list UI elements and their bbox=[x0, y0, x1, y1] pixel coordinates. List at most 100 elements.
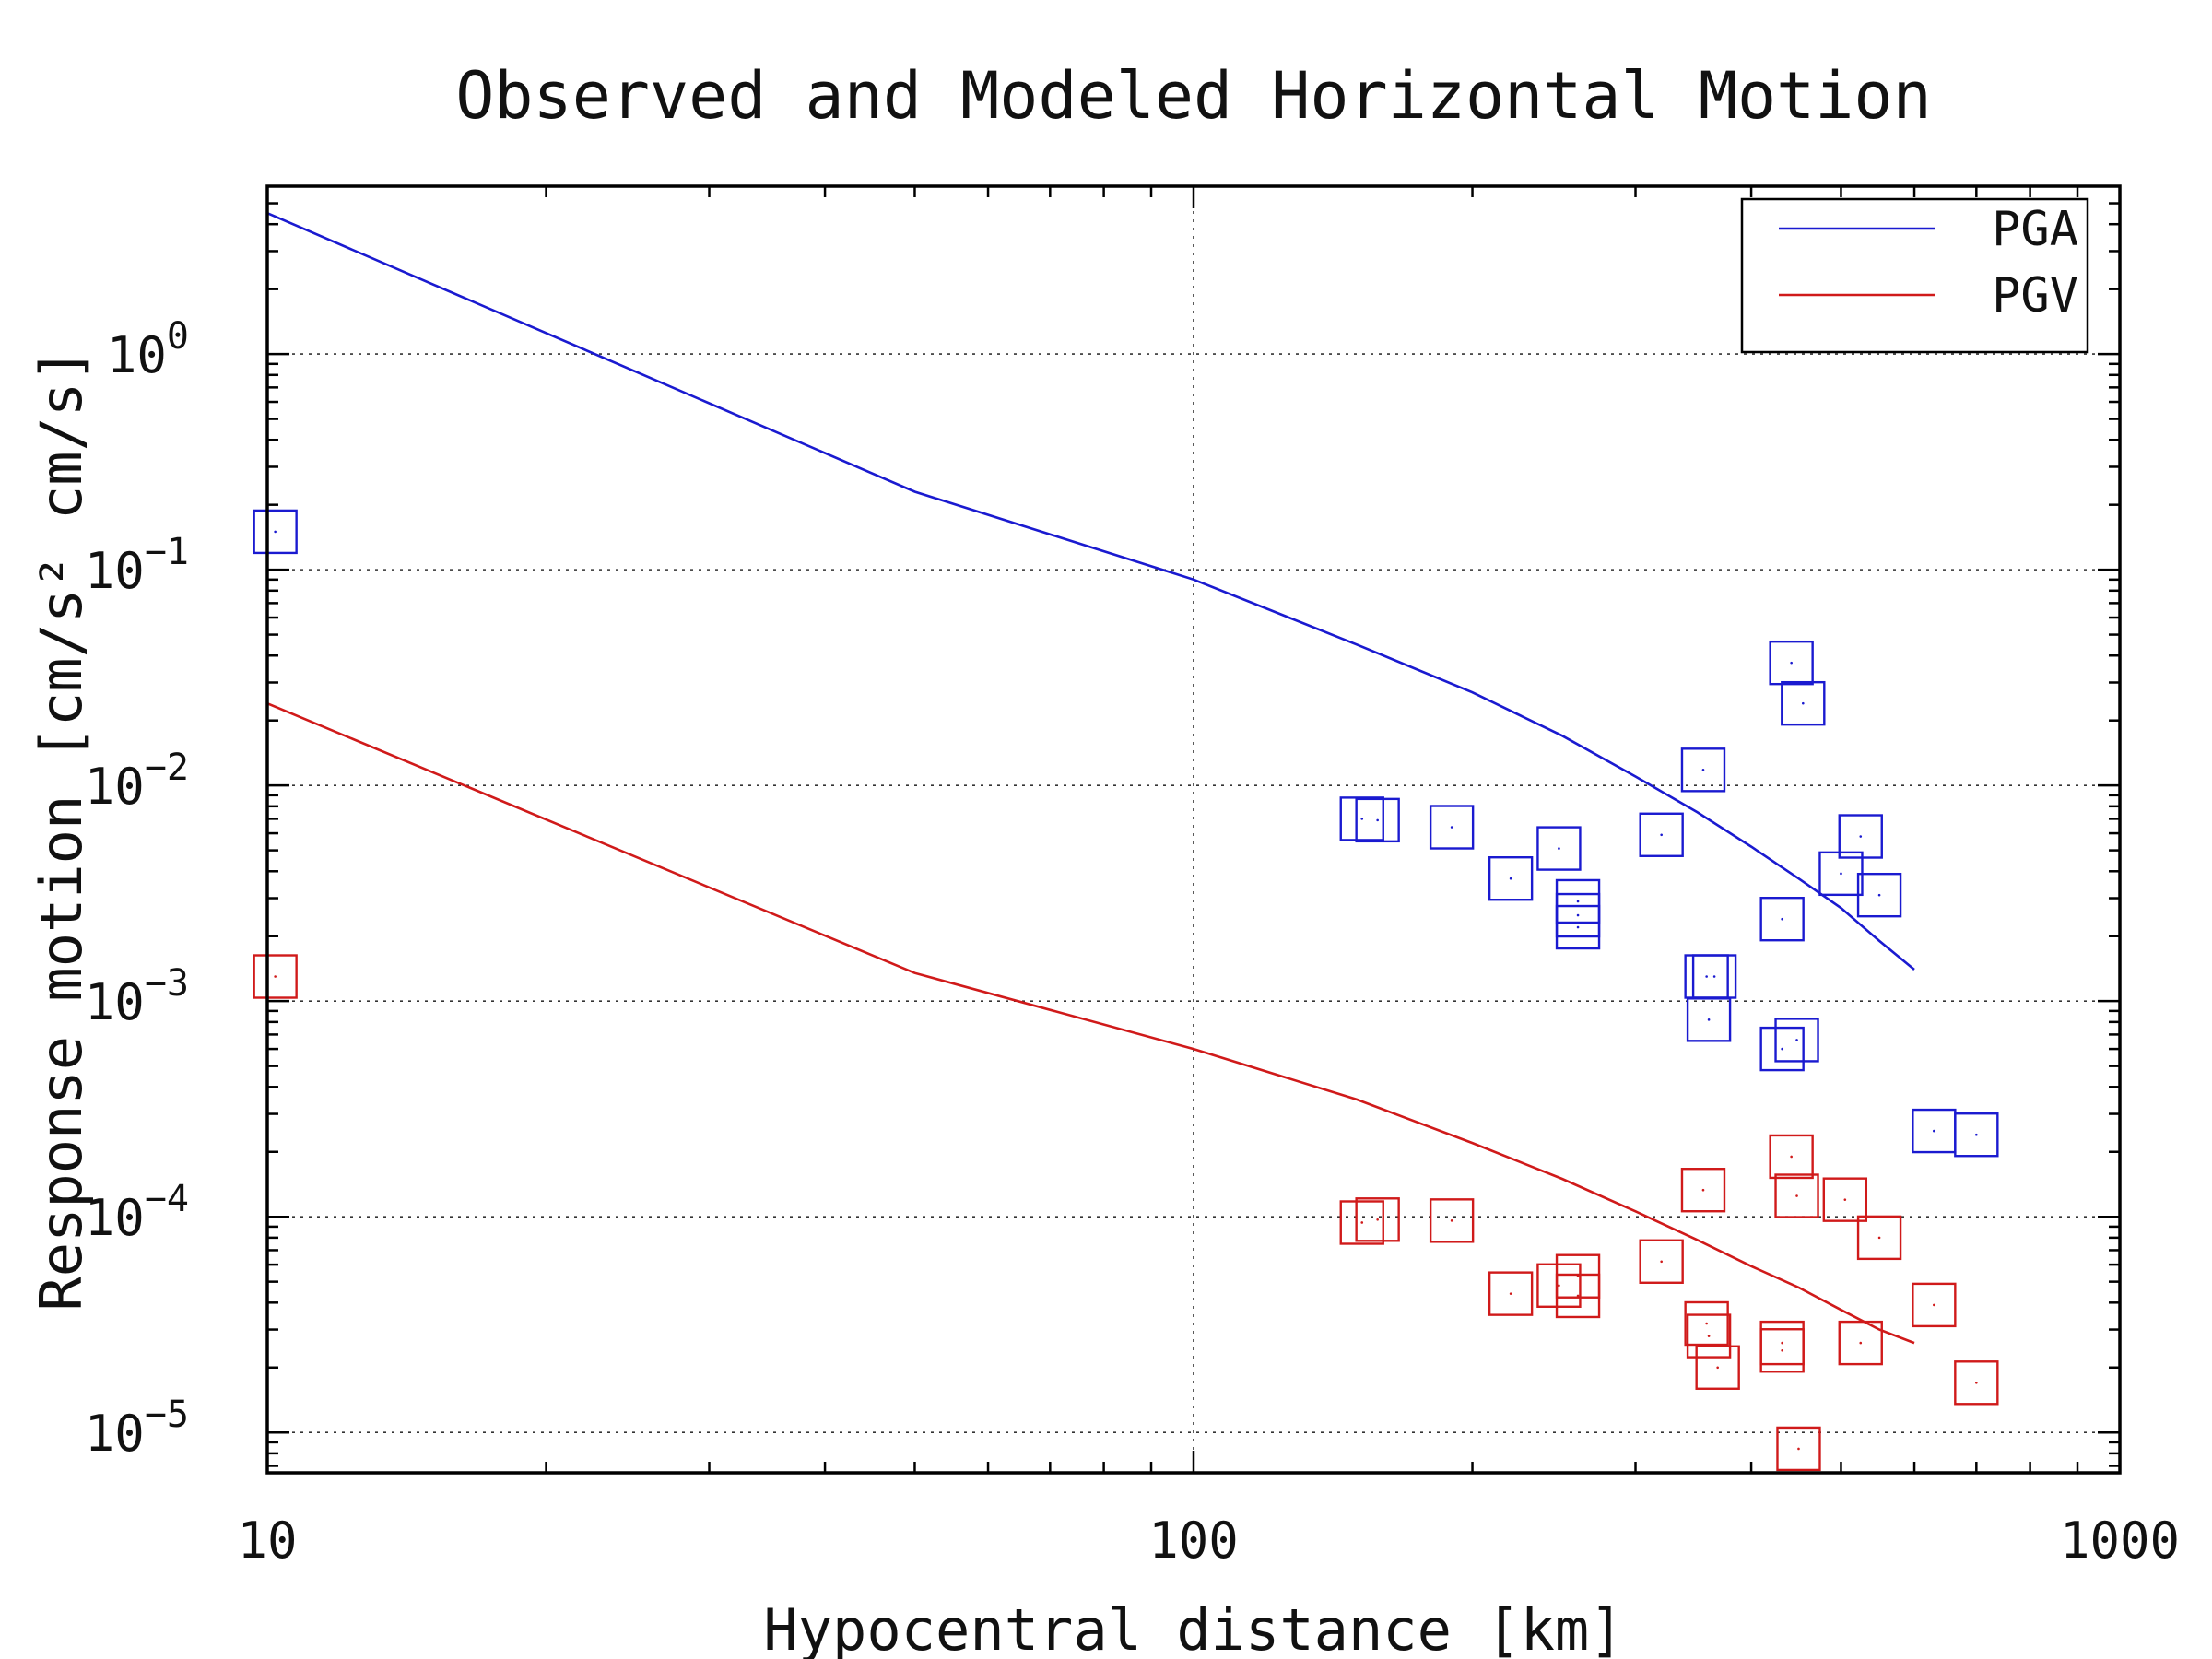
legend: PGA PGV bbox=[1740, 197, 2089, 354]
pgv-observed-point bbox=[1684, 1300, 1729, 1347]
pga-observed-point bbox=[1639, 812, 1684, 857]
pgv-observed-point-dot bbox=[1795, 1194, 1798, 1197]
pgv-observed-point-dot bbox=[1701, 1188, 1705, 1192]
pgv-observed-point-dot bbox=[1797, 1447, 1800, 1451]
pgv-observed-point-dot bbox=[1877, 1236, 1881, 1240]
pgv-observed-point bbox=[1856, 1215, 1902, 1261]
pgv-observed-point bbox=[1680, 1168, 1726, 1213]
pgv-observed-point bbox=[1429, 1198, 1475, 1243]
axis-ticks bbox=[265, 184, 2122, 1473]
x-axis-label: Hypocentral distance [km] bbox=[763, 1596, 1623, 1659]
pga-observed-point bbox=[253, 509, 298, 555]
pgv-observed-point-dot bbox=[1558, 1284, 1560, 1288]
plot-frame bbox=[265, 184, 2122, 1475]
pga-observed-point-dot bbox=[1781, 1047, 1783, 1051]
x-tick-label: 100 bbox=[1148, 1512, 1239, 1570]
pgv-observed-point-dot bbox=[1716, 1366, 1719, 1370]
pga-observed-point bbox=[1536, 826, 1582, 871]
pga-observed-point-dot bbox=[1975, 1133, 1978, 1136]
pga-observed-point-dot bbox=[1877, 893, 1881, 897]
pga-observed-point-dot bbox=[1802, 701, 1805, 705]
pgv-observed-point bbox=[1954, 1360, 1999, 1406]
pgv-observed-point-dot bbox=[1843, 1198, 1847, 1201]
pga-observed-point-dot bbox=[1790, 661, 1793, 665]
pga-model-line bbox=[266, 212, 1915, 971]
pgv-observed-point-dot bbox=[1450, 1219, 1453, 1222]
pgv-observed-point-dot bbox=[1859, 1341, 1863, 1345]
pgv-observed-point bbox=[253, 954, 298, 999]
x-tick-label: 10 bbox=[237, 1512, 297, 1570]
pgv-observed-point-dot bbox=[1933, 1303, 1936, 1307]
pga-observed-point bbox=[1774, 1018, 1819, 1063]
pga-observed-point-dot bbox=[1376, 818, 1379, 822]
pga-observed-point-dot bbox=[1933, 1129, 1936, 1133]
pgv-observed-point bbox=[1339, 1200, 1384, 1245]
pga-observed-point-dot bbox=[1576, 925, 1580, 929]
pga-observed-point bbox=[1781, 680, 1826, 726]
pgv-observed-point bbox=[1555, 1273, 1601, 1319]
legend-pga-label: PGA bbox=[1992, 202, 2078, 257]
pga-observed-point-dot bbox=[1795, 1039, 1798, 1041]
legend-box bbox=[1740, 197, 2089, 354]
pga-observed-point-dot bbox=[1701, 769, 1705, 771]
pga-observed-point bbox=[1488, 856, 1534, 901]
pga-observed-point-dot bbox=[1781, 917, 1783, 921]
pga-observed-point bbox=[1555, 904, 1601, 950]
pga-observed-point bbox=[1355, 797, 1400, 843]
y-tick-label: 10−1 bbox=[85, 531, 189, 600]
pgv-observed-point bbox=[1355, 1197, 1400, 1242]
pga-observed-point bbox=[1856, 872, 1902, 918]
pga-observed-point bbox=[1838, 814, 1883, 859]
pgv-observed-point bbox=[1776, 1426, 1821, 1472]
y-tick-label: 10−5 bbox=[85, 1394, 189, 1463]
pgv-series bbox=[253, 701, 1999, 1472]
pgv-observed-point-dot bbox=[1975, 1381, 1978, 1384]
pga-series bbox=[253, 212, 1999, 1158]
pga-observed-point-dot bbox=[1509, 877, 1512, 880]
y-tick-label: 10−3 bbox=[85, 962, 189, 1031]
x-tick-labels: 10 100 1000 bbox=[237, 1512, 2180, 1570]
pgv-observed-point-dot bbox=[1360, 1221, 1364, 1224]
y-tick-label: 100 bbox=[107, 315, 189, 384]
pgv-observed-point bbox=[1912, 1282, 1957, 1328]
pga-observed-point bbox=[1769, 640, 1814, 686]
pga-observed-point-dot bbox=[1712, 975, 1716, 978]
pga-observed-point-dot bbox=[1660, 833, 1663, 837]
pga-observed-point-dot bbox=[1705, 975, 1708, 978]
pga-observed-point bbox=[1429, 805, 1475, 850]
y-axis-label: Response motion [cm/s² cm/s] bbox=[28, 347, 95, 1311]
y-tick-label: 10−2 bbox=[85, 747, 189, 816]
pga-observed-point-dot bbox=[1450, 826, 1453, 829]
pga-observed-point bbox=[1759, 896, 1805, 942]
pga-observed-point-dot bbox=[1558, 847, 1560, 850]
pgv-observed-point-dot bbox=[1509, 1292, 1512, 1295]
chart-title: Observed and Modeled Horizontal Motion bbox=[455, 58, 1931, 134]
pgv-observed-point-dot bbox=[1576, 1294, 1580, 1298]
pga-observed-point bbox=[1759, 1026, 1805, 1072]
pga-observed-point-dot bbox=[274, 530, 276, 534]
pga-observed-point-dot bbox=[1360, 818, 1364, 820]
pga-observed-point-dot bbox=[1840, 872, 1842, 876]
pgv-observed-point bbox=[1838, 1320, 1883, 1366]
pgv-observed-point-dot bbox=[1781, 1348, 1783, 1352]
pga-observed-point-dot bbox=[1859, 835, 1863, 838]
pgv-model-line bbox=[266, 701, 1915, 1345]
pgv-observed-point bbox=[1769, 1134, 1814, 1180]
pgv-observed-point bbox=[1759, 1328, 1805, 1373]
x-tick-label: 1000 bbox=[2060, 1512, 2180, 1570]
y-tick-label: 10−4 bbox=[85, 1178, 189, 1247]
pgv-observed-point bbox=[1488, 1271, 1534, 1316]
pga-observed-point bbox=[1680, 747, 1726, 793]
pgv-observed-point bbox=[1822, 1177, 1868, 1222]
pgv-observed-point bbox=[1536, 1263, 1582, 1308]
legend-pgv-label: PGV bbox=[1992, 268, 2078, 324]
pgv-observed-point-dot bbox=[1705, 1322, 1708, 1325]
pga-observed-point bbox=[1954, 1112, 1999, 1158]
y-tick-labels: 100 10−1 10−2 10−3 10−4 10−5 bbox=[85, 315, 189, 1463]
pgv-observed-point-dot bbox=[274, 975, 276, 978]
pgv-observed-point bbox=[1686, 1313, 1732, 1359]
pgv-observed-point-dot bbox=[1790, 1155, 1793, 1159]
pga-observed-point-dot bbox=[1576, 900, 1580, 903]
pgv-observed-point-dot bbox=[1707, 1335, 1711, 1337]
